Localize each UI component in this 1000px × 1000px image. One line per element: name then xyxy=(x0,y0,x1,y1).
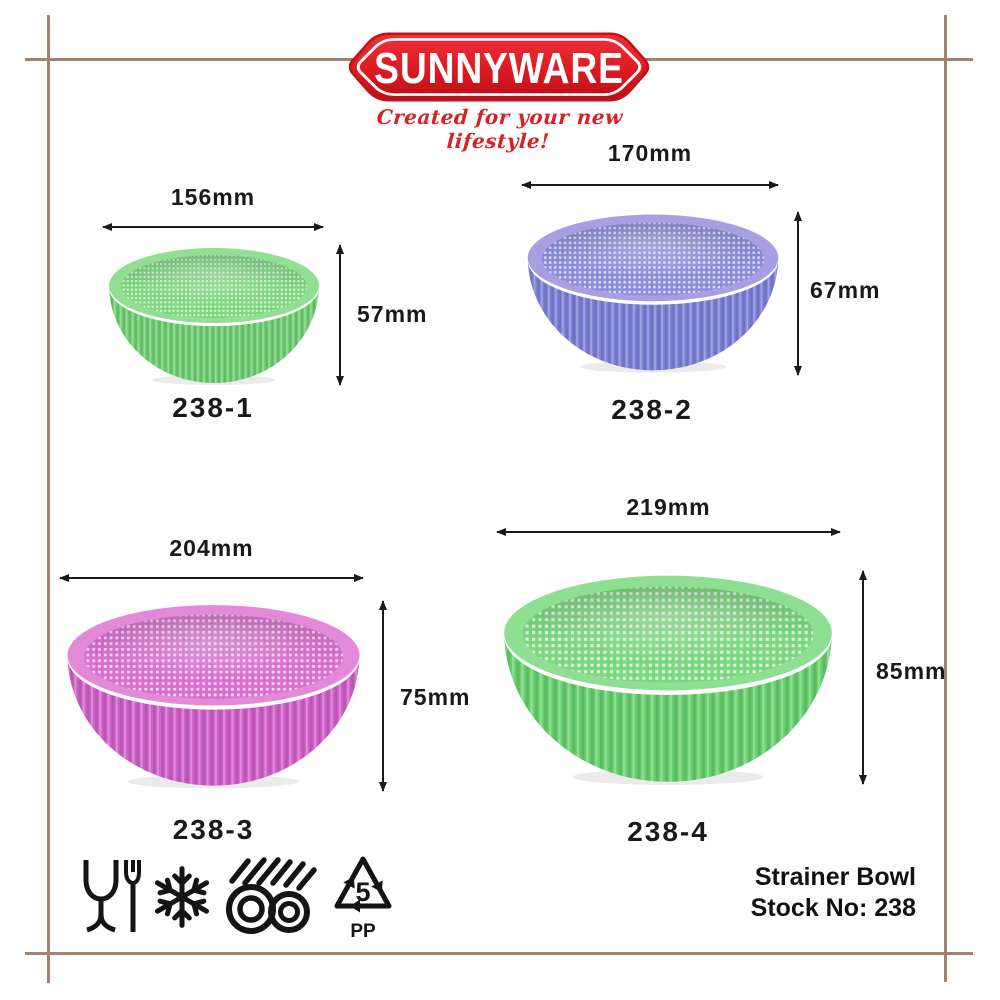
frame-line-right xyxy=(944,15,947,982)
frame-line-bottom xyxy=(25,952,973,955)
bowl-image-238-1 xyxy=(108,248,320,385)
product-code-label: 238-4 xyxy=(627,816,709,847)
height-dimension-arrow xyxy=(859,570,867,785)
frame-line-left xyxy=(47,15,50,983)
freezer-safe-icon xyxy=(150,866,214,928)
height-dimension-arrow xyxy=(379,600,387,792)
product-name: Strainer Bowl xyxy=(754,863,916,891)
height-dimension-label: 57mm xyxy=(357,301,428,327)
recyclable-pp5-icon: 5 PP xyxy=(334,856,392,942)
height-dimension-label: 75mm xyxy=(400,684,471,710)
width-dimension-label: 170mm xyxy=(607,140,693,166)
width-dimension-label: 219mm xyxy=(626,494,711,520)
width-dimension-arrow xyxy=(496,528,841,536)
width-dimension-label: 156mm xyxy=(170,184,256,210)
height-dimension-arrow xyxy=(336,244,344,386)
food-safe-icon xyxy=(83,860,141,933)
product-code-label: 238-1 xyxy=(172,392,254,423)
bowl-image-238-2 xyxy=(527,214,779,373)
dishwasher-safe-icon xyxy=(226,857,317,934)
recycle-number: 5 xyxy=(355,877,370,907)
footer-product-info: Strainer Bowl Stock No: 238 xyxy=(751,862,916,924)
width-dimension-arrow xyxy=(521,181,779,189)
product-code-label: 238-2 xyxy=(611,394,693,425)
width-dimension-arrow xyxy=(102,223,324,231)
brand-logo: SUNNYWARE xyxy=(348,30,650,104)
brand-name: SUNNYWARE xyxy=(374,45,624,93)
height-dimension-label: 67mm xyxy=(810,277,881,303)
height-dimension-label: 85mm xyxy=(876,658,947,684)
recycle-material: PP xyxy=(350,921,376,942)
width-dimension-label: 204mm xyxy=(169,535,254,561)
stock-number: Stock No: 238 xyxy=(750,894,916,922)
height-dimension-arrow xyxy=(794,211,802,376)
bowl-image-238-4 xyxy=(504,575,832,785)
sunnyware-logo-badge: SUNNYWARE xyxy=(348,32,650,102)
bowl-image-238-3 xyxy=(67,605,360,789)
product-code-label: 238-3 xyxy=(172,814,255,845)
width-dimension-arrow xyxy=(59,574,364,582)
